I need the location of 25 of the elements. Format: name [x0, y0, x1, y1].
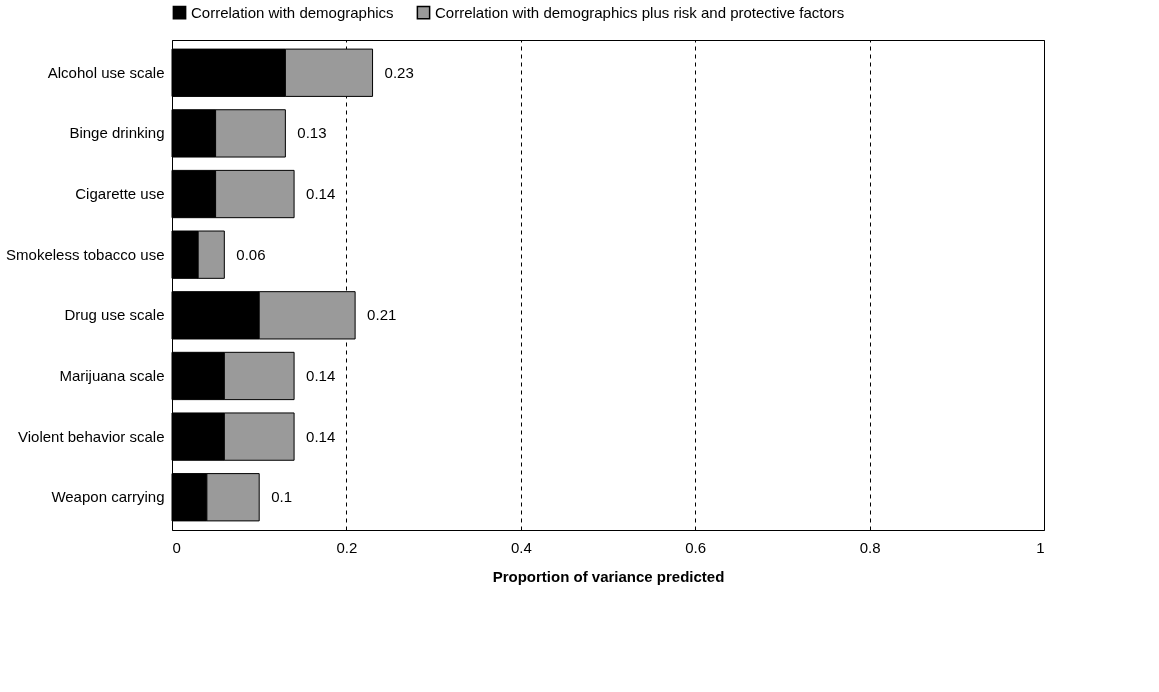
- y-tick-label: Weapon carrying: [51, 488, 165, 506]
- legend-label: Correlation with demographics: [191, 3, 394, 21]
- total-label: 0.23: [384, 63, 414, 81]
- x-tick-label: 0.2: [336, 538, 358, 556]
- y-tick-label: Alcohol use scale: [47, 63, 165, 81]
- total-label: 0.1: [271, 488, 293, 506]
- x-tick-label: 1: [1036, 538, 1045, 556]
- legend-label: Correlation with demographics plus risk and protective factors: [435, 3, 845, 21]
- total-label: 0.06: [236, 245, 266, 263]
- total-label: 0.13: [297, 124, 327, 142]
- x-tick-label: 0.6: [685, 538, 707, 556]
- total-label: 0.21: [367, 306, 397, 324]
- y-tick-label: Marijuana scale: [59, 366, 165, 384]
- total-label: 0.14: [306, 185, 336, 203]
- y-tick-label: Binge drinking: [69, 124, 165, 142]
- y-tick-label: Cigarette use: [75, 185, 165, 203]
- y-tick-label: Smokeless tobacco use: [6, 245, 165, 263]
- total-label: 0.14: [306, 427, 336, 445]
- x-axis-title: Proportion of variance predicted: [492, 567, 725, 585]
- x-tick-label: 0.8: [859, 538, 881, 556]
- y-tick-label: Violent behavior scale: [18, 427, 165, 445]
- x-tick-label: 0: [172, 538, 181, 556]
- total-label: 0.14: [306, 366, 336, 384]
- y-tick-label: Drug use scale: [64, 306, 165, 324]
- x-tick-label: 0.4: [510, 538, 532, 556]
